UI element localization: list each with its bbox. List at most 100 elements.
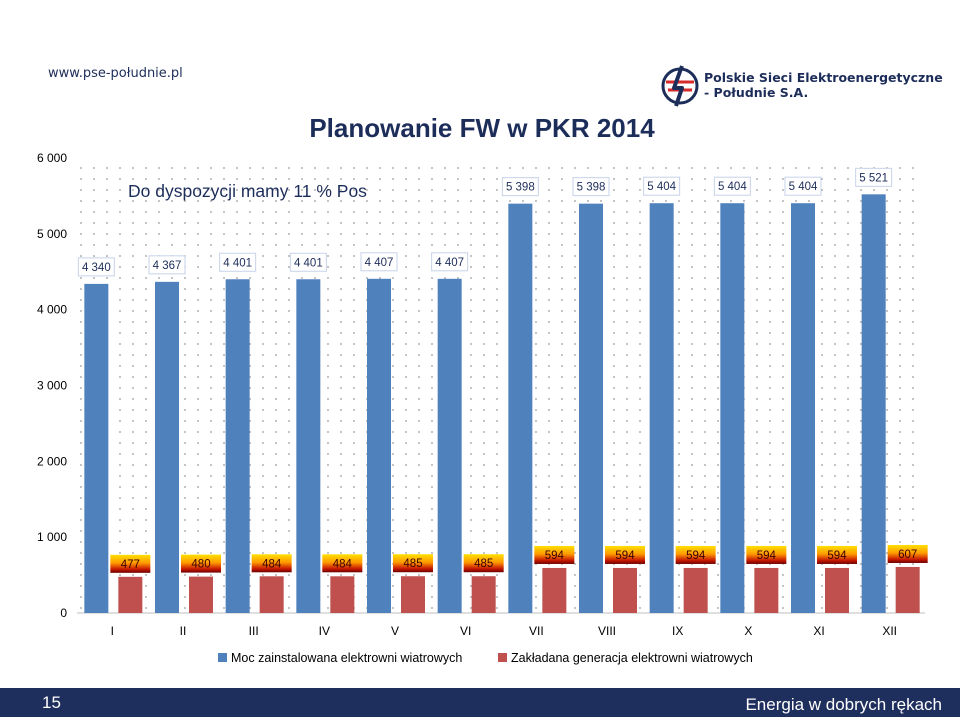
bar-installed [508,203,533,613]
data-label-box-generation [463,554,504,573]
y-tick-label: 2 000 [37,454,67,468]
data-label-installed: 4 367 [153,260,182,272]
data-label-installed: 5 404 [647,181,676,193]
data-label-box-generation [746,545,787,564]
x-tick-label: V [391,624,399,638]
legend-swatch-installed [218,653,227,663]
chart-title: Planowanie FW w PKR 2014 [309,113,655,143]
bar-installed [649,203,674,614]
data-label-box-installed [572,177,610,197]
bar-generation [330,576,355,613]
y-tick-label: 0 [60,606,67,620]
bar-installed [84,283,109,613]
website-url: www.pse-południe.pl [48,66,183,81]
bar-installed [225,279,250,613]
data-label-installed: 4 401 [223,257,252,269]
bar-installed [861,194,886,614]
data-label-box-generation [322,554,363,573]
data-label-generation: 477 [121,559,140,571]
data-label-box-installed [501,177,539,197]
data-label-installed: 5 521 [859,172,888,184]
data-label-box-generation [110,554,151,573]
data-label-generation: 484 [333,558,353,570]
bar-generation [471,576,496,613]
bar-generation [259,576,284,613]
x-tick-label: XII [882,624,897,638]
legend-item-installed: Moc zainstalowana elektrowni wiatrowych [218,651,462,665]
data-label-box-installed [77,257,115,277]
pse-logo-icon [661,65,699,107]
page-number: 15 [42,693,61,712]
data-label-generation: 480 [191,559,210,571]
data-label-box-installed [219,252,257,272]
bar-installed [791,203,815,614]
plot-area [77,158,925,614]
bar-generation [683,567,708,613]
data-label-generation: 594 [615,550,635,562]
data-label-box-installed [148,255,186,275]
data-label-box-generation [181,554,221,573]
plot-background [77,158,925,613]
data-label-generation: 594 [545,550,565,562]
bar-generation [401,576,425,613]
data-label-box-installed [431,252,469,272]
data-label-box-generation [887,544,928,563]
data-label-box-installed [643,176,681,196]
bar-installed [437,278,462,613]
data-label-box-generation [605,545,645,564]
data-label-installed: 5 404 [718,181,747,193]
footer-tagline: Energia w dobrych rękach [745,695,942,714]
bar-generation [895,566,920,613]
data-label-box-installed [855,167,893,187]
header-band [0,0,960,105]
data-label-installed: 4 401 [294,257,323,269]
legend-label-generation: Zakładana generacja elektrowni wiatrowyc… [511,651,753,665]
y-tick-label: 1 000 [37,530,67,544]
x-tick-label: VI [460,624,471,638]
data-label-generation: 484 [262,558,282,570]
bar-installed [367,278,391,613]
y-tick-label: 4 000 [37,303,67,317]
bars [84,194,920,614]
data-label-box-generation [675,545,716,564]
x-tick-label: I [111,624,114,638]
data-label-generation: 607 [898,549,917,561]
x-axis: I II III IV V VI VII VIII IX X XI XII [111,624,897,638]
y-tick-label: 5 000 [37,227,67,241]
bar-installed [296,279,321,613]
y-axis: 0 1 000 2 000 3 000 4 000 5 000 6 000 [37,151,67,620]
x-tick-label: X [744,624,752,638]
data-label-installed: 4 407 [435,257,464,269]
company-name-line2: - Południe S.A. [704,85,809,100]
legend-label-installed: Moc zainstalowana elektrowni wiatrowych [231,651,463,665]
x-tick-label: IX [672,624,683,638]
bar-generation [825,567,849,613]
data-label-box-generation [251,554,292,573]
data-label-box-installed [289,252,327,272]
x-tick-label: II [180,624,187,638]
bar-generation [542,567,567,613]
data-labels: 4 340 477 4 367 480 4 401 484 4 401 484 4 407 485… [77,167,928,573]
data-label-generation: 594 [827,550,847,562]
x-tick-label: VII [529,624,544,638]
company-name: Polskie Sieci Elektroenergetyczne - Połu… [704,70,943,100]
data-label-installed: 5 404 [789,181,818,193]
x-tick-label: III [249,624,259,638]
data-label-installed: 4 340 [82,262,111,274]
data-label-box-installed [713,176,751,196]
data-label-box-generation [534,545,575,564]
y-tick-label: 3 000 [37,379,67,393]
bar-installed [720,203,745,614]
data-label-box-installed [784,176,822,196]
data-label-generation: 485 [474,558,493,570]
bar-generation [118,576,143,613]
y-tick-label: 6 000 [37,151,67,165]
legend-item-generation: Zakładana generacja elektrowni wiatrowyc… [498,651,753,665]
footer-band [0,688,960,717]
data-label-box-generation [817,545,857,564]
data-label-box-generation [393,554,433,573]
company-name-line1: Polskie Sieci Elektroenergetyczne [704,70,943,85]
data-label-installed: 5 398 [506,182,535,194]
data-label-generation: 594 [686,550,706,562]
